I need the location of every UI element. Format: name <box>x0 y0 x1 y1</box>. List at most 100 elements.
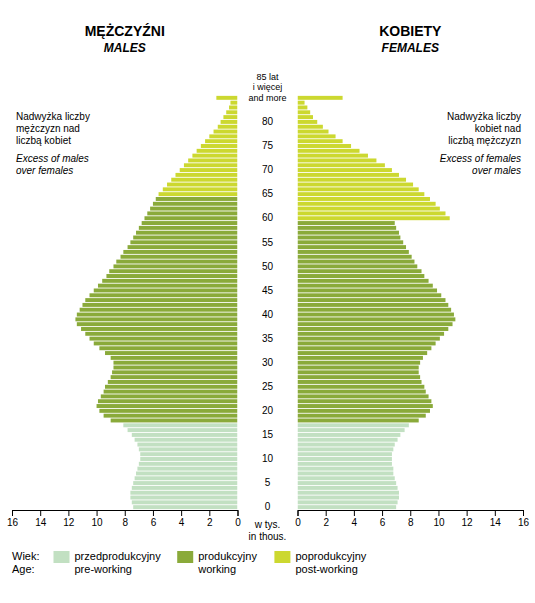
tick-mark <box>354 510 355 516</box>
tick: 10 <box>262 453 274 464</box>
bar <box>298 505 397 509</box>
tick-mark <box>153 510 154 516</box>
tick: 60 <box>262 212 274 223</box>
bar <box>112 370 237 374</box>
bar <box>111 356 238 360</box>
bar <box>104 414 238 418</box>
bar <box>298 491 399 495</box>
bar <box>98 284 238 288</box>
bar <box>298 178 407 182</box>
bars <box>298 96 456 509</box>
tick-label: 0 <box>235 517 241 528</box>
bar <box>298 317 456 321</box>
bar <box>132 500 238 504</box>
age-label: 20 <box>262 405 274 416</box>
bar <box>298 288 438 292</box>
tick: 45 <box>262 285 274 296</box>
bar <box>298 438 398 442</box>
tick: 4 <box>352 510 358 528</box>
bar <box>298 284 433 288</box>
text-line: liczbą mężczyzn <box>448 135 521 146</box>
tick-mark <box>209 510 210 516</box>
tick: 80 <box>262 116 274 127</box>
bar <box>144 216 237 220</box>
bar <box>99 346 237 350</box>
bar <box>298 105 308 109</box>
bar <box>298 476 395 480</box>
bar <box>85 332 237 336</box>
text-line: poprodukcyjny <box>295 550 366 562</box>
bar <box>298 370 419 374</box>
tick: 16 <box>7 510 19 528</box>
legend-title: Wiek:Age: <box>12 550 40 575</box>
bar <box>298 202 436 206</box>
bar <box>108 380 238 384</box>
bar <box>298 154 368 158</box>
tick-label: 10 <box>433 517 445 528</box>
bar <box>298 351 428 355</box>
age-label: 25 <box>262 381 274 392</box>
text-line: produkcyjny <box>198 550 257 562</box>
legend-item: produkcyjnyworking <box>177 550 257 575</box>
text-line: Nadwyżka liczby <box>447 111 521 122</box>
tick-mark <box>181 510 182 516</box>
bar <box>98 399 238 403</box>
x-axis: 0246810121416 <box>295 510 529 528</box>
tick-mark <box>40 510 41 516</box>
tick: 8 <box>408 510 414 528</box>
bar <box>121 255 238 259</box>
tick: 0 <box>235 510 241 528</box>
text-line: and more <box>248 93 286 103</box>
axis-line <box>298 511 524 517</box>
bar <box>298 173 399 177</box>
bar <box>113 264 237 268</box>
tick-label: 2 <box>323 517 329 528</box>
bar <box>139 462 238 466</box>
bar <box>298 457 392 461</box>
bar <box>298 144 352 148</box>
tick: 4 <box>179 510 185 528</box>
legend-swatch <box>54 551 70 563</box>
bar <box>133 236 237 240</box>
bar <box>298 428 405 432</box>
tick-mark <box>97 510 98 516</box>
bar <box>298 260 415 264</box>
bar <box>298 366 419 370</box>
bar <box>163 187 238 191</box>
bar <box>128 245 238 249</box>
text-line: Nadwyżka liczby <box>16 111 90 122</box>
tick: 10 <box>92 510 104 528</box>
bar <box>159 192 238 196</box>
bar <box>298 467 394 471</box>
tick: 0 <box>265 501 271 512</box>
age-label: 70 <box>262 164 274 175</box>
age-label: 5 <box>265 477 271 488</box>
bar <box>298 481 397 485</box>
legend-item: przedprodukcyjnypre-working <box>54 550 162 575</box>
bar <box>298 452 392 456</box>
tick-mark <box>467 510 468 516</box>
bar <box>298 158 377 162</box>
bar <box>298 346 432 350</box>
x-axis: 0246810121416 <box>7 510 241 528</box>
text-line: mężczyzn nad <box>16 123 80 134</box>
bar <box>226 110 237 114</box>
bar <box>97 404 238 408</box>
bars <box>75 96 237 509</box>
bar <box>137 467 237 471</box>
bar <box>298 433 401 437</box>
tick-mark <box>523 510 524 516</box>
age-label: 85 lati więcejand more <box>248 72 286 103</box>
tick: 55 <box>262 237 274 248</box>
bar <box>298 183 414 187</box>
tick: 25 <box>262 381 274 392</box>
bar <box>298 298 446 302</box>
tick: 35 <box>262 333 274 344</box>
bar <box>298 423 409 427</box>
text-line: KOBIETY <box>379 23 442 39</box>
bar <box>80 308 238 312</box>
tick: 10 <box>433 510 445 528</box>
bar <box>298 125 323 129</box>
tick: 65 <box>262 188 274 199</box>
bar <box>298 187 419 191</box>
